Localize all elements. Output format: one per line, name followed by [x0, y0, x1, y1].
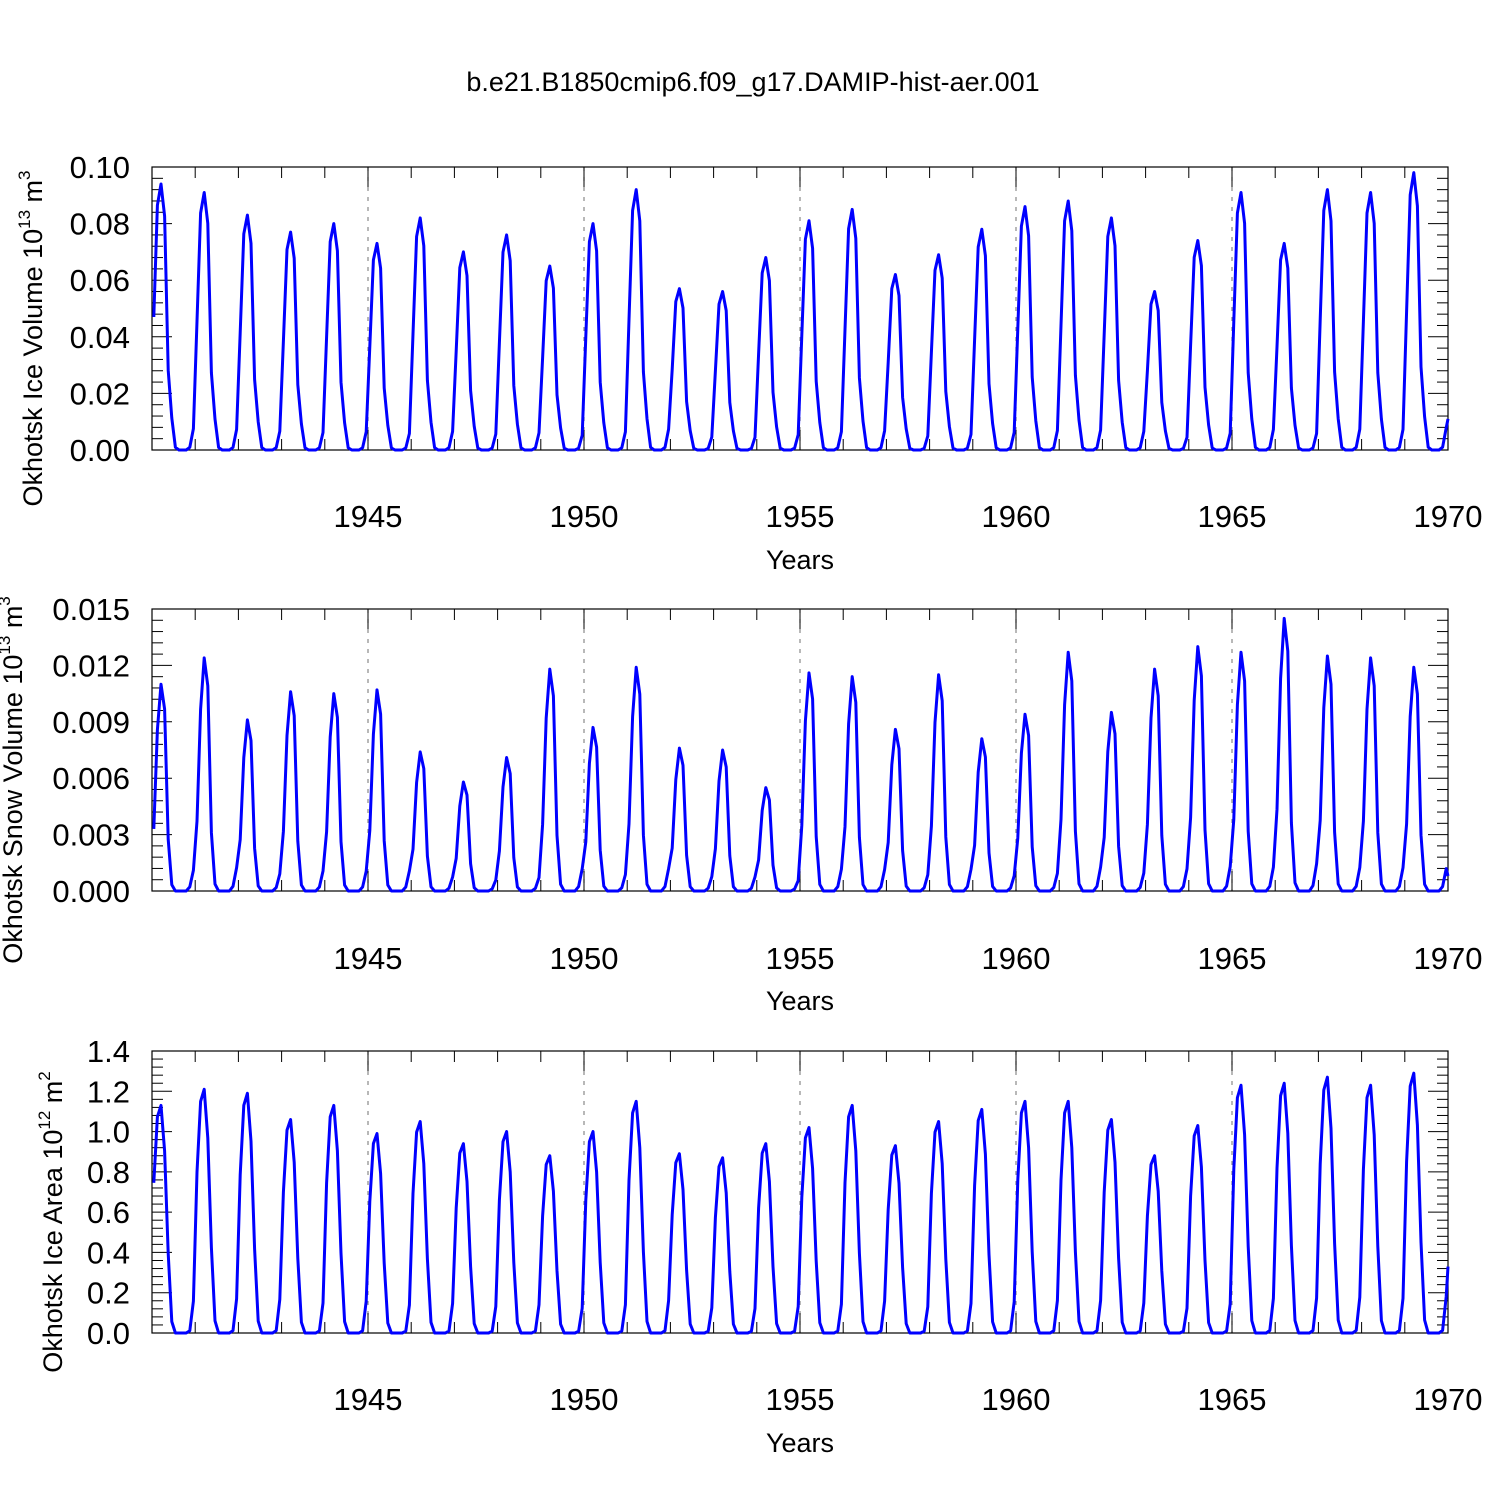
y-axis-label: Okhotsk Ice Volume 1013 m3 — [15, 170, 48, 506]
y-tick-label: 0.009 — [52, 705, 130, 740]
x-tick-label: 1970 — [1414, 1382, 1483, 1417]
x-tick-label: 1945 — [334, 1382, 403, 1417]
x-tick-label: 1965 — [1198, 499, 1267, 534]
y-tick-label: 1.2 — [87, 1074, 130, 1109]
x-tick-label: 1960 — [982, 941, 1051, 976]
x-tick-label: 1955 — [766, 941, 835, 976]
x-tick-label: 1950 — [550, 499, 619, 534]
x-tick-label: 1955 — [766, 1382, 835, 1417]
x-tick-label: 1945 — [334, 499, 403, 534]
y-tick-label: 1.4 — [87, 1034, 130, 1069]
x-tick-label: 1970 — [1414, 941, 1483, 976]
y-tick-label: 0.08 — [70, 207, 130, 242]
x-tick-label: 1960 — [982, 1382, 1051, 1417]
y-tick-label: 0.2 — [87, 1276, 130, 1311]
y-tick-label: 0.006 — [52, 761, 130, 796]
y-axis-label: Okhotsk Ice Area 1012 m2 — [35, 1071, 68, 1373]
ice-volume-series-line — [152, 171, 1450, 452]
x-tick-label: 1950 — [550, 1382, 619, 1417]
y-tick-label: 0.10 — [70, 150, 130, 185]
y-tick-label: 1.0 — [87, 1115, 130, 1150]
x-tick-label: 1950 — [550, 941, 619, 976]
x-axis-label: Years — [766, 545, 834, 575]
y-tick-label: 0.8 — [87, 1155, 130, 1190]
x-axis-label: Years — [766, 986, 834, 1016]
y-tick-label: 0.012 — [52, 648, 130, 683]
x-tick-label: 1970 — [1414, 499, 1483, 534]
snow-volume-panel: 1945 1950 1955 1960 1965 1970 0.000 0.003 0.006 0… — [0, 592, 1482, 1016]
x-tick-label: 1965 — [1198, 941, 1267, 976]
snow-volume-series-line — [152, 616, 1450, 893]
x-tick-label: 1965 — [1198, 1382, 1267, 1417]
ice-area-series-line — [152, 1071, 1450, 1335]
y-tick-label: 0.4 — [87, 1235, 130, 1270]
y-tick-label: 0.00 — [70, 433, 130, 468]
y-tick-label: 0.02 — [70, 376, 130, 411]
y-tick-label: 0.003 — [52, 818, 130, 853]
ice-volume-panel: 1945 1950 1955 1960 1965 1970 0.00 0.02 0.04 0.06… — [15, 150, 1482, 575]
y-tick-label: 0.04 — [70, 320, 130, 355]
y-tick-label: 0.000 — [52, 874, 130, 909]
y-axis-label: Okhotsk Snow Volume 1013 m3 — [0, 596, 28, 964]
ice-area-panel: 1945 1950 1955 1960 1965 1970 0.0 0.2 0.4 0.6 0.8 1… — [35, 1034, 1482, 1458]
y-tick-label: 0.6 — [87, 1195, 130, 1230]
x-tick-label: 1945 — [334, 941, 403, 976]
x-tick-label: 1960 — [982, 499, 1051, 534]
y-tick-label: 0.015 — [52, 592, 130, 627]
x-axis-label: Years — [766, 1428, 834, 1458]
x-tick-label: 1955 — [766, 499, 835, 534]
y-tick-label: 0.06 — [70, 263, 130, 298]
chart-title: b.e21.B1850cmip6.f09_g17.DAMIP-hist-aer.… — [466, 67, 1039, 97]
y-tick-label: 0.0 — [87, 1316, 130, 1351]
